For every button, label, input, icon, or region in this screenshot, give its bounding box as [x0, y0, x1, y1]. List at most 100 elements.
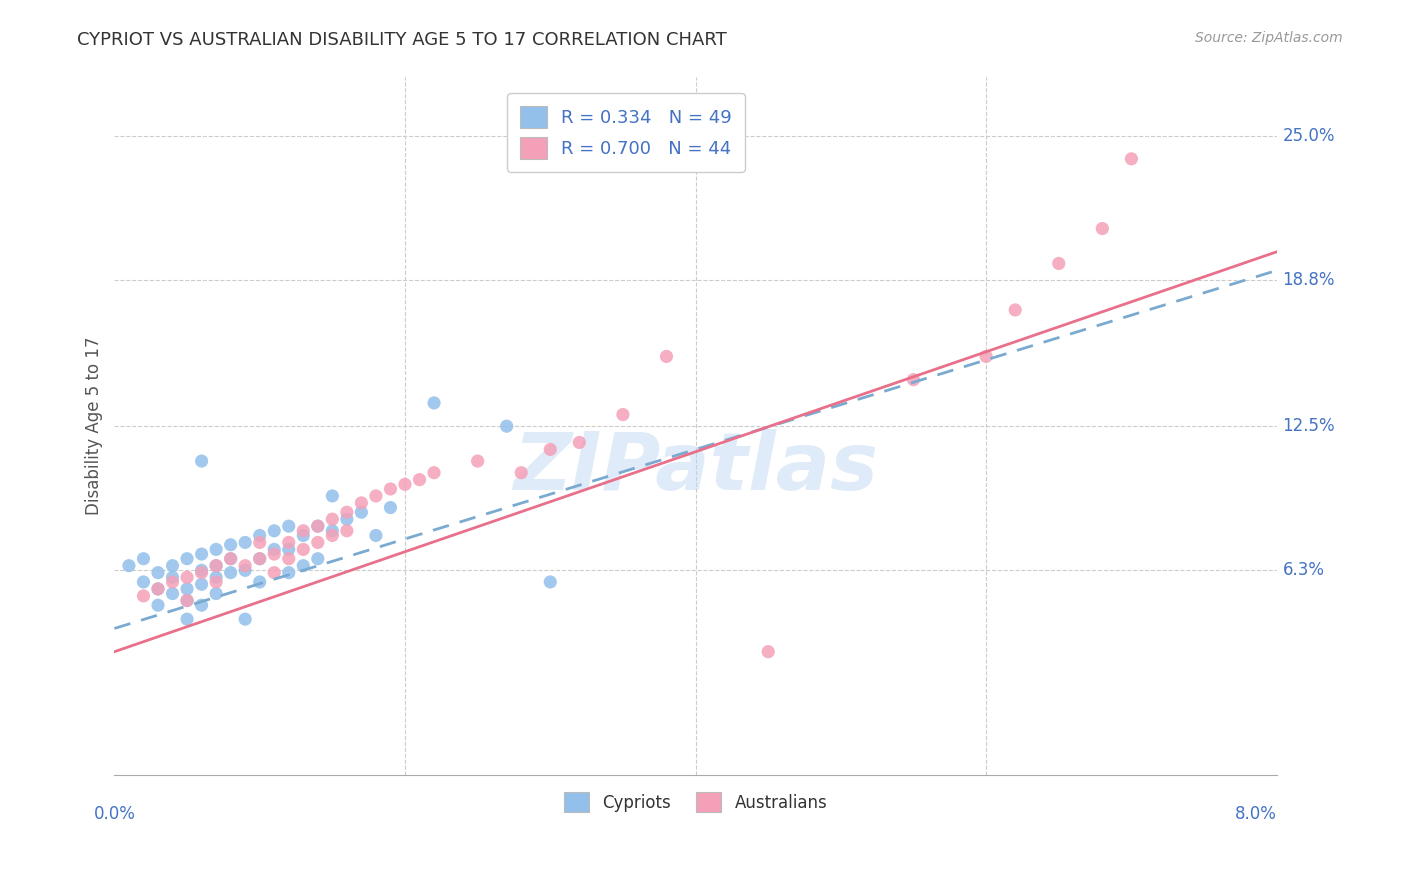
- Point: [336, 505, 359, 519]
- Point: [307, 551, 329, 566]
- Point: [321, 489, 343, 503]
- Point: [277, 542, 299, 557]
- Text: 8.0%: 8.0%: [1234, 805, 1277, 823]
- Point: [336, 512, 359, 526]
- Text: CYPRIOT VS AUSTRALIAN DISABILITY AGE 5 TO 17 CORRELATION CHART: CYPRIOT VS AUSTRALIAN DISABILITY AGE 5 T…: [77, 31, 727, 49]
- Point: [321, 528, 343, 542]
- Point: [903, 373, 925, 387]
- Point: [277, 551, 299, 566]
- Point: [132, 589, 155, 603]
- Point: [190, 547, 212, 561]
- Point: [249, 551, 271, 566]
- Point: [249, 574, 271, 589]
- Point: [176, 612, 198, 626]
- Point: [380, 500, 402, 515]
- Point: [146, 582, 169, 596]
- Point: [219, 538, 242, 552]
- Point: [1091, 221, 1114, 235]
- Point: [205, 558, 228, 573]
- Point: [307, 535, 329, 549]
- Point: [176, 570, 198, 584]
- Point: [219, 551, 242, 566]
- Point: [162, 570, 184, 584]
- Point: [974, 350, 997, 364]
- Point: [467, 454, 489, 468]
- Point: [233, 563, 256, 577]
- Point: [568, 435, 591, 450]
- Point: [364, 528, 387, 542]
- Point: [321, 512, 343, 526]
- Point: [162, 586, 184, 600]
- Point: [380, 482, 402, 496]
- Point: [118, 558, 141, 573]
- Text: ZIPatlas: ZIPatlas: [513, 429, 879, 507]
- Point: [190, 577, 212, 591]
- Point: [162, 558, 184, 573]
- Point: [1047, 256, 1070, 270]
- Point: [510, 466, 533, 480]
- Text: 0.0%: 0.0%: [93, 805, 135, 823]
- Point: [249, 528, 271, 542]
- Point: [233, 535, 256, 549]
- Point: [277, 519, 299, 533]
- Point: [176, 593, 198, 607]
- Point: [190, 563, 212, 577]
- Point: [249, 535, 271, 549]
- Point: [364, 489, 387, 503]
- Point: [146, 582, 169, 596]
- Point: [292, 542, 315, 557]
- Point: [190, 566, 212, 580]
- Point: [176, 551, 198, 566]
- Point: [538, 442, 561, 457]
- Point: [219, 566, 242, 580]
- Point: [205, 558, 228, 573]
- Point: [162, 574, 184, 589]
- Point: [205, 570, 228, 584]
- Point: [263, 566, 285, 580]
- Point: [495, 419, 517, 434]
- Point: [233, 558, 256, 573]
- Point: [277, 535, 299, 549]
- Point: [321, 524, 343, 538]
- Point: [263, 542, 285, 557]
- Point: [146, 598, 169, 612]
- Text: 18.8%: 18.8%: [1282, 270, 1336, 289]
- Point: [190, 598, 212, 612]
- Text: Source: ZipAtlas.com: Source: ZipAtlas.com: [1195, 31, 1343, 45]
- Point: [205, 542, 228, 557]
- Point: [205, 574, 228, 589]
- Point: [263, 524, 285, 538]
- Point: [132, 574, 155, 589]
- Point: [292, 528, 315, 542]
- Point: [146, 566, 169, 580]
- Point: [263, 547, 285, 561]
- Point: [423, 466, 446, 480]
- Point: [1004, 302, 1026, 317]
- Point: [176, 582, 198, 596]
- Point: [423, 396, 446, 410]
- Point: [233, 612, 256, 626]
- Point: [219, 551, 242, 566]
- Point: [408, 473, 430, 487]
- Point: [538, 574, 561, 589]
- Point: [655, 350, 678, 364]
- Point: [292, 524, 315, 538]
- Point: [277, 566, 299, 580]
- Point: [176, 593, 198, 607]
- Y-axis label: Disability Age 5 to 17: Disability Age 5 to 17: [86, 337, 103, 516]
- Point: [350, 496, 373, 510]
- Text: 6.3%: 6.3%: [1282, 561, 1324, 579]
- Point: [394, 477, 416, 491]
- Point: [350, 505, 373, 519]
- Point: [1121, 152, 1143, 166]
- Legend: Cypriots, Australians: Cypriots, Australians: [557, 785, 834, 819]
- Text: 25.0%: 25.0%: [1282, 127, 1336, 145]
- Point: [756, 645, 779, 659]
- Point: [336, 524, 359, 538]
- Point: [190, 454, 212, 468]
- Point: [612, 408, 634, 422]
- Text: 12.5%: 12.5%: [1282, 417, 1336, 435]
- Point: [307, 519, 329, 533]
- Point: [249, 551, 271, 566]
- Point: [132, 551, 155, 566]
